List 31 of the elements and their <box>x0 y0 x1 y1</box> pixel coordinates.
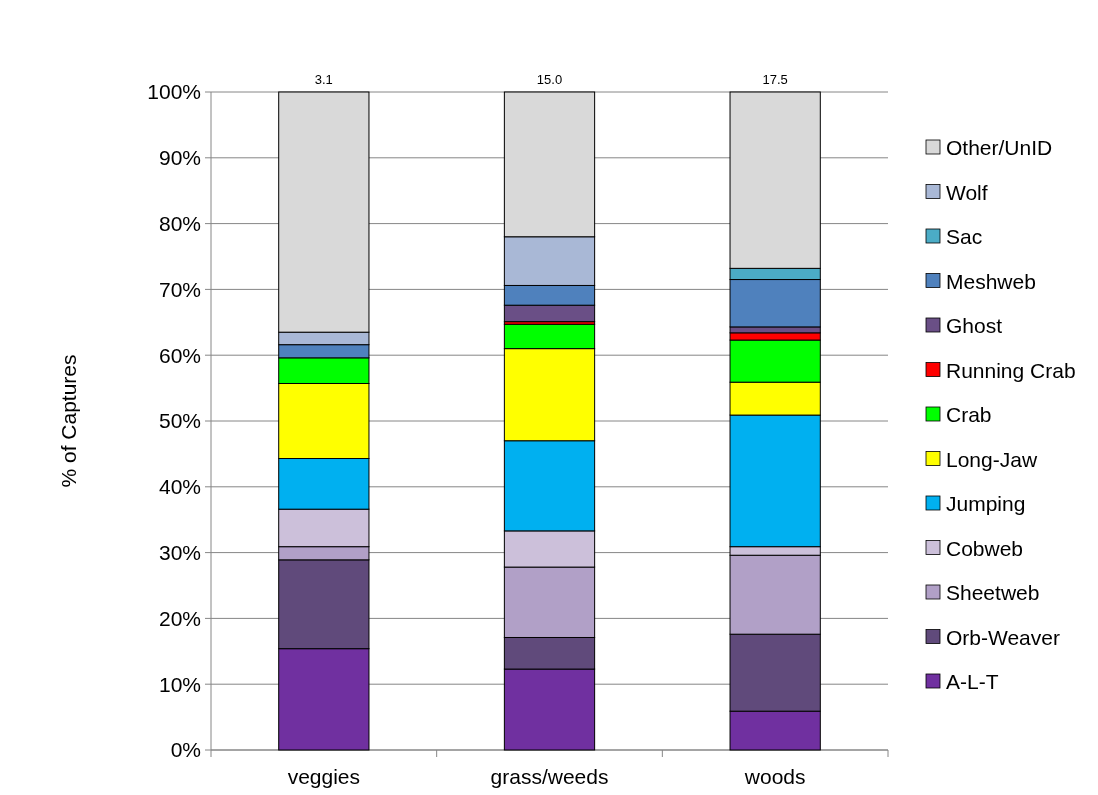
annotation: 15.0 <box>536 72 563 87</box>
legend-label: A-L-T <box>946 670 999 694</box>
y-tick-label: 90% <box>158 146 201 170</box>
y-tick-label: 40% <box>158 475 201 499</box>
legend-label: Jumping <box>946 492 1026 516</box>
legend-label: Cobweb <box>946 536 1024 560</box>
x-tick-label: veggies <box>287 765 361 788</box>
y-tick-label: 10% <box>158 672 201 696</box>
legend-label: Sac <box>946 225 983 249</box>
y-tick-label: 80% <box>158 211 201 235</box>
legend-label: Ghost <box>946 314 1003 338</box>
legend-label: Wolf <box>946 180 988 204</box>
y-tick-label: 100% <box>147 80 201 104</box>
legend-label: Long-Jaw <box>946 447 1038 471</box>
y-tick-label: 0% <box>170 738 201 762</box>
legend-label: Orb-Weaver <box>946 625 1060 649</box>
y-tick-label: 30% <box>158 540 201 564</box>
legend-label: Running Crab <box>946 358 1076 382</box>
y-tick-label: 50% <box>158 409 201 433</box>
legend-label: Other/UnID <box>946 136 1053 160</box>
annotation: 3.1 <box>314 72 333 87</box>
legend-label: Crab <box>946 403 992 427</box>
x-tick-label: grass/weeds <box>490 765 609 788</box>
x-tick-label: woods <box>743 765 806 788</box>
legend-label: Meshweb <box>946 269 1036 293</box>
annotation: 17.5 <box>762 72 788 87</box>
y-axis-title: % of Captures <box>57 354 80 488</box>
y-tick-label: 60% <box>158 343 201 367</box>
y-tick-label: 20% <box>158 606 201 630</box>
legend-label: Sheetweb <box>946 581 1040 605</box>
y-tick-label: 70% <box>158 277 201 301</box>
